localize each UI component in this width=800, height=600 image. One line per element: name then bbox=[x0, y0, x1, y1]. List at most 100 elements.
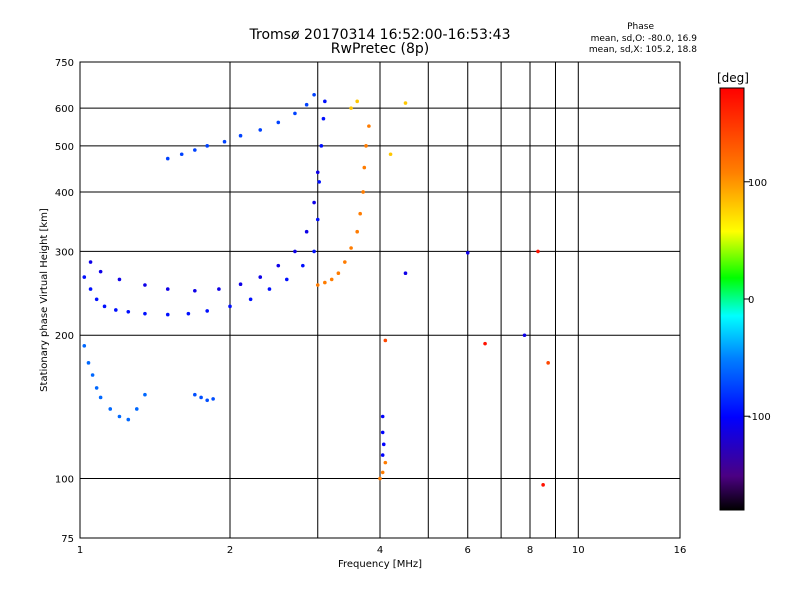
phase-mean-x: mean, sd,X: 105.2, 18.8 bbox=[588, 45, 697, 55]
x-axis-ticks: 1 2 4 6 8 10 16 bbox=[77, 545, 687, 556]
scatter-point bbox=[94, 386, 99, 390]
scatter-trace bbox=[380, 414, 386, 457]
scatter-point bbox=[186, 311, 191, 316]
x-axis-label: Frequency [MHz] bbox=[338, 559, 422, 570]
scatter-point bbox=[165, 156, 170, 161]
phase-mean-o: mean, sd,O: -80.0, 16.9 bbox=[590, 34, 697, 44]
scatter-trace bbox=[483, 249, 545, 487]
scatter-trace bbox=[193, 392, 215, 403]
scatter-point bbox=[143, 283, 147, 287]
scatter-point bbox=[304, 102, 309, 107]
scatter-point bbox=[541, 483, 545, 487]
scatter-point bbox=[205, 144, 209, 148]
scatter-point bbox=[165, 312, 170, 317]
x-tick-label: 4 bbox=[377, 545, 383, 556]
scatter-point bbox=[88, 260, 93, 264]
scatter-point bbox=[312, 200, 316, 205]
scatter-trace bbox=[82, 344, 147, 422]
scatter-point bbox=[380, 414, 385, 419]
scatter-point bbox=[248, 297, 253, 302]
scatter-point bbox=[217, 287, 221, 291]
scatter-point bbox=[108, 407, 113, 411]
scatter-point bbox=[86, 361, 91, 365]
scatter-point bbox=[258, 275, 263, 279]
scatter-point bbox=[193, 288, 197, 293]
scatter-point bbox=[536, 249, 540, 254]
scatter-point bbox=[90, 373, 95, 377]
scatter-point bbox=[329, 277, 334, 282]
chart-title: Tromsø 20170314 16:52:00-16:53:43 bbox=[249, 27, 511, 43]
scatter-point bbox=[126, 310, 131, 314]
scatter-point bbox=[367, 124, 371, 128]
scatter-point bbox=[102, 304, 107, 309]
scatter-point bbox=[315, 170, 320, 175]
scatter-point bbox=[179, 152, 184, 157]
chart-subtitle: RwPretec (8p) bbox=[330, 41, 430, 57]
scatter-point bbox=[546, 361, 550, 365]
scatter-point bbox=[323, 99, 327, 104]
y-tick-label: 300 bbox=[55, 247, 74, 258]
scatter-point bbox=[193, 148, 197, 152]
scatter-point bbox=[319, 144, 324, 148]
scatter-point bbox=[355, 99, 359, 104]
scatter-point bbox=[349, 246, 353, 250]
scatter-point bbox=[383, 460, 388, 465]
scatter-point bbox=[361, 190, 365, 194]
scatter-point bbox=[301, 263, 305, 268]
scatter-point bbox=[94, 297, 99, 302]
scatter-point bbox=[276, 263, 281, 268]
y-tick-label: 500 bbox=[55, 142, 74, 153]
scatter-point bbox=[388, 152, 393, 157]
scatter-point bbox=[312, 92, 316, 97]
scatter-point bbox=[238, 282, 243, 287]
scatter-point bbox=[483, 341, 487, 346]
scatter-point bbox=[143, 392, 147, 397]
scatter-point bbox=[349, 106, 353, 110]
scatter-trace bbox=[403, 251, 527, 338]
colorbar-tick-label: 0 bbox=[748, 295, 754, 306]
scatter-point bbox=[258, 128, 263, 132]
y-tick-label: 750 bbox=[55, 58, 74, 69]
scatter-trace bbox=[378, 460, 388, 481]
scatter-point bbox=[355, 229, 359, 234]
scatter-point bbox=[293, 249, 297, 254]
scatter-point bbox=[336, 271, 341, 276]
scatter-trace bbox=[383, 338, 550, 365]
y-tick-label: 200 bbox=[55, 331, 74, 342]
scatter-point bbox=[117, 414, 122, 419]
scatter-point bbox=[199, 395, 203, 400]
scatter-point bbox=[403, 101, 408, 105]
x-tick-label: 2 bbox=[227, 545, 233, 556]
colorbar-label: [deg] bbox=[717, 71, 749, 85]
scatter-point bbox=[88, 287, 93, 291]
scatter-point bbox=[228, 304, 232, 309]
scatter-point bbox=[465, 251, 470, 255]
colorbar-tick-label: -100 bbox=[748, 412, 771, 423]
colorbar bbox=[719, 87, 745, 511]
colorbar-tick-label: 100 bbox=[748, 178, 767, 189]
scatter-point bbox=[82, 344, 87, 348]
scatter-point bbox=[193, 392, 197, 397]
scatter-point bbox=[380, 470, 385, 475]
y-tick-label: 100 bbox=[55, 475, 74, 486]
scatter-point bbox=[312, 249, 316, 254]
y-axis-label: Stationary phase Virtual Height [km] bbox=[39, 208, 50, 392]
scatter-point bbox=[304, 229, 309, 234]
scatter-point bbox=[238, 133, 243, 138]
scatter-point bbox=[383, 338, 388, 343]
y-tick-label: 600 bbox=[55, 104, 74, 115]
scatter-point bbox=[378, 476, 382, 481]
scatter-point bbox=[98, 395, 103, 400]
scatter-point bbox=[117, 277, 122, 282]
scatter-point bbox=[293, 111, 297, 116]
scatter-point bbox=[380, 453, 385, 457]
x-tick-label: 6 bbox=[465, 545, 471, 556]
y-axis-ticks: 75 100 200 300 400 500 600 750 bbox=[55, 58, 74, 545]
scatter-point bbox=[381, 442, 386, 447]
scatter-point bbox=[205, 309, 209, 313]
y-tick-label: 400 bbox=[55, 188, 74, 199]
scatter-point bbox=[82, 275, 87, 279]
scatter-point bbox=[321, 116, 326, 121]
x-tick-label: 16 bbox=[674, 545, 687, 556]
scatter-point bbox=[522, 333, 527, 338]
